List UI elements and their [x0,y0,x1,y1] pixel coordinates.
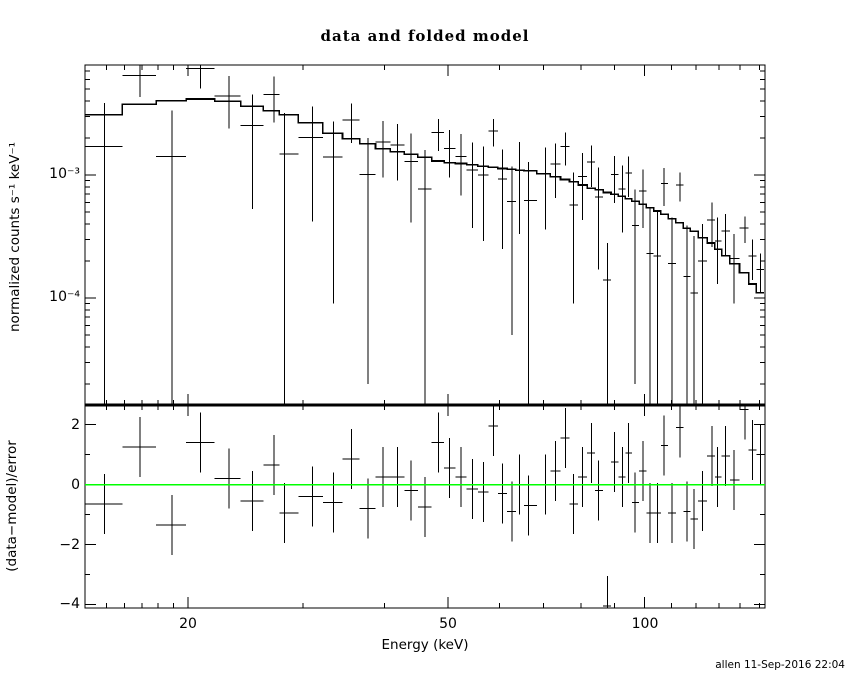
x-axis-label: Energy (keV) [381,637,469,653]
bottom-ytick-2: 2 [71,417,80,433]
xtick-20: 20 [179,616,197,632]
xtick-50: 50 [439,616,457,632]
bottom-ytick-neg4: −4 [59,596,80,612]
bottom-ytick-neg2: −2 [59,537,80,553]
bottom-ytick-0: 0 [71,477,80,493]
top-y-axis-label: normalized counts s⁻¹ keV⁻¹ [7,142,23,332]
bottom-y-axis-label: (data−model)/error [4,440,20,572]
top-ytick-1e-4: 10⁻⁴ [49,289,80,305]
plot-title: data and folded model [320,27,530,45]
plot-credit-timestamp: allen 11-Sep-2016 22:04 [715,659,845,671]
xtick-100: 100 [631,616,659,632]
top-ytick-1e-3: 10⁻³ [49,166,80,182]
